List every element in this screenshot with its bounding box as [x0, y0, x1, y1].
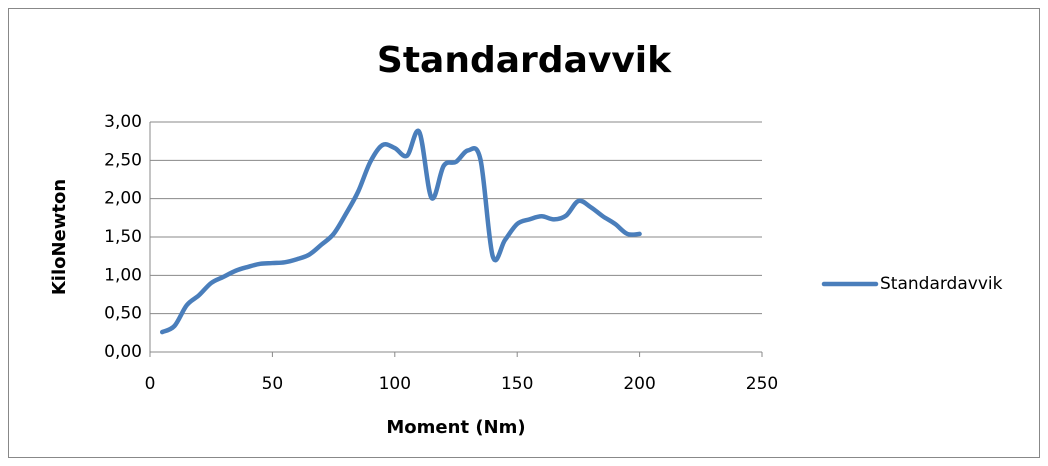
x-tick-label: 150 — [501, 374, 533, 394]
x-tick-label: 50 — [262, 374, 284, 394]
x-tick-label: 250 — [746, 374, 778, 394]
y-axis-label: KiloNewton — [49, 179, 70, 295]
x-axis-label: Moment (Nm) — [386, 417, 525, 438]
chart-title: Standardavvik — [377, 40, 672, 81]
y-tick-label: 0,50 — [104, 304, 142, 324]
data-line — [159, 128, 642, 335]
x-tick-label: 100 — [379, 374, 411, 394]
chart-frame — [8, 8, 1040, 458]
y-tick-label: 3,00 — [104, 112, 142, 132]
x-tick-label: 0 — [145, 374, 156, 394]
x-tick-label: 200 — [623, 374, 655, 394]
legend-label: Standardavvik — [880, 274, 1003, 294]
y-tick-label: 2,50 — [104, 150, 142, 170]
y-tick-label: 1,50 — [104, 227, 142, 247]
y-tick-label: 2,00 — [104, 189, 142, 209]
y-tick-label: 1,00 — [104, 265, 142, 285]
y-tick-label: 0,00 — [104, 342, 142, 362]
